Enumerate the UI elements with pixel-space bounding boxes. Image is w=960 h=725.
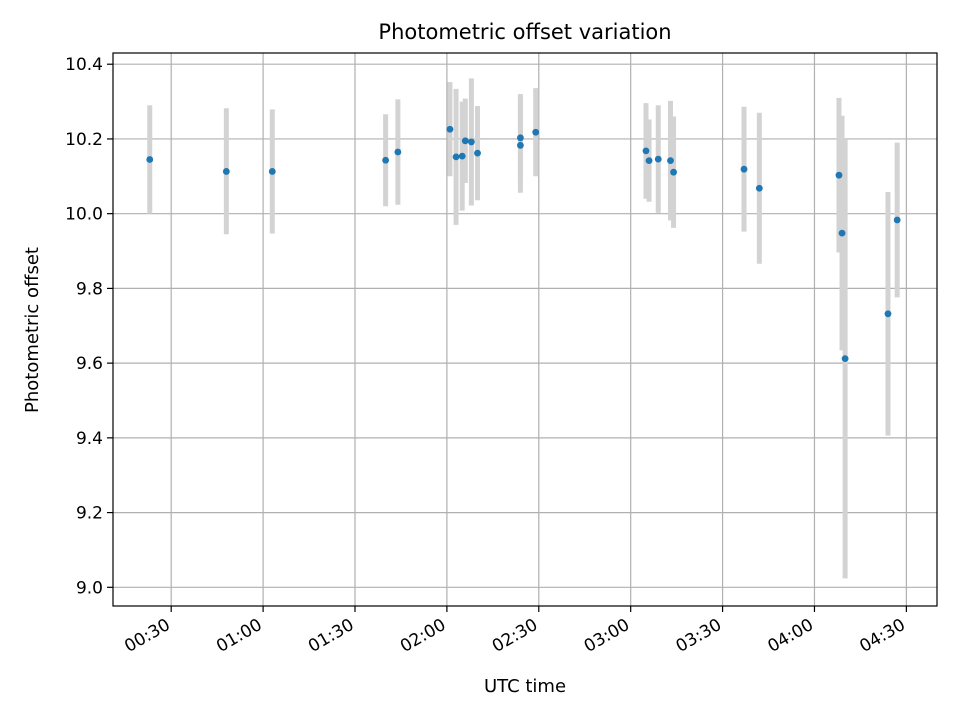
plot-frame — [112, 52, 938, 607]
y-tick-label: 9.8 — [76, 279, 103, 299]
chart-title: Photometric offset variation — [378, 20, 671, 44]
data-point — [458, 152, 466, 160]
y-tick-label: 9.2 — [76, 504, 103, 524]
data-point — [146, 156, 154, 163]
data-point — [893, 216, 901, 224]
data-point — [642, 147, 650, 155]
data-point — [838, 229, 846, 237]
data-point — [884, 310, 892, 318]
data-point — [841, 355, 849, 363]
data-point — [740, 165, 748, 173]
y-tick-label: 9.0 — [76, 578, 103, 598]
data-point — [532, 128, 540, 136]
data-point — [222, 168, 230, 175]
data-point — [517, 141, 524, 149]
data-point — [670, 168, 677, 176]
y-tick-label: 9.6 — [76, 354, 103, 374]
y-tick-label: 10.4 — [65, 55, 103, 75]
data-point — [461, 137, 469, 145]
y-tick-label: 10.2 — [65, 130, 103, 150]
data-point — [667, 157, 674, 165]
data-point — [755, 184, 763, 192]
data-point — [474, 149, 481, 157]
x-axis-label: UTC time — [484, 676, 566, 697]
data-point — [268, 168, 276, 175]
data-point — [517, 134, 524, 142]
grid-lines — [113, 53, 937, 606]
y-tick-label: 9.4 — [76, 429, 103, 449]
data-point — [645, 157, 653, 165]
data-points — [146, 125, 901, 363]
data-point — [467, 138, 475, 146]
data-point — [382, 156, 390, 164]
y-axis-label: Photometric offset — [22, 247, 43, 413]
data-point — [446, 125, 454, 133]
y-tick-label: 10.0 — [65, 205, 103, 225]
data-point — [654, 155, 662, 163]
data-point — [835, 171, 843, 179]
data-point — [394, 148, 402, 156]
data-point — [452, 153, 460, 161]
y-axis-ticks: 9.0 9.2 9.4 9.6 9.8 10.0 10.2 10.4 — [65, 55, 113, 598]
